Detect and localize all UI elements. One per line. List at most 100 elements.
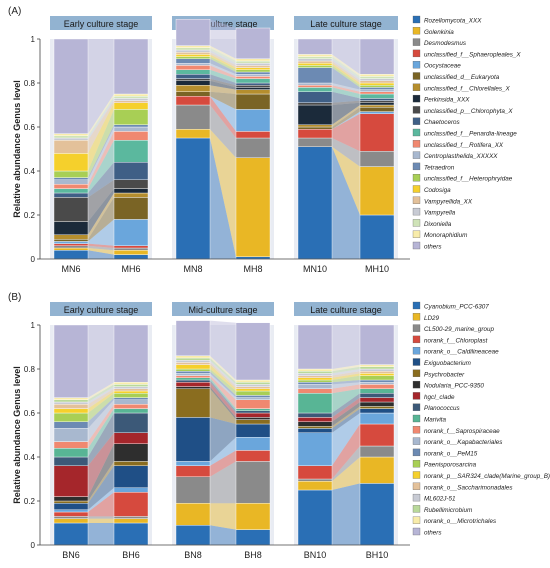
bar-segment xyxy=(113,465,149,488)
flow-ribbon xyxy=(210,355,236,383)
bar-segment xyxy=(235,137,271,158)
stage-label: Early culture stage xyxy=(64,305,139,315)
bar-segment xyxy=(297,91,333,104)
flow-ribbon xyxy=(88,248,114,255)
flow-ribbon xyxy=(88,39,114,134)
bar-segment xyxy=(235,27,271,59)
bar-segment xyxy=(113,139,149,163)
bar-segment xyxy=(359,93,395,99)
legend-label: Monoraphidium xyxy=(424,232,467,239)
bar-segment xyxy=(175,52,211,55)
legend-swatch xyxy=(412,324,421,332)
bar-segment xyxy=(113,516,149,519)
legend-label: norank_p__SAR324_clade(Marine_group_B) xyxy=(424,473,550,480)
bar-segment xyxy=(53,170,89,178)
x-tick-label: MH6 xyxy=(121,264,140,274)
flow-ribbon xyxy=(88,382,114,400)
flow-ribbon xyxy=(332,65,360,88)
bar-segment xyxy=(53,221,89,236)
y-tick-label: 0.2 xyxy=(24,211,36,220)
flow-ribbon xyxy=(332,87,360,99)
bar-segment xyxy=(175,91,211,97)
flow-ribbon xyxy=(210,96,236,132)
bar-segment xyxy=(297,478,333,482)
bar-segment xyxy=(359,80,395,84)
bar-segment xyxy=(53,38,89,134)
bar-segment xyxy=(175,382,211,387)
bar-segment xyxy=(53,522,89,546)
bar-segment xyxy=(235,408,271,412)
bar-segment xyxy=(235,93,271,110)
flow-ribbon xyxy=(210,129,236,257)
legend-swatch xyxy=(412,140,421,148)
bar-segment xyxy=(235,131,271,139)
flow-ribbon xyxy=(210,74,236,86)
bar-segment xyxy=(297,412,333,418)
legend-label: Desmodesmus xyxy=(424,40,467,47)
bar-segment xyxy=(359,408,395,414)
panel-label: (B) xyxy=(8,292,21,303)
bar-segment xyxy=(235,384,271,387)
bar-segment xyxy=(53,137,89,141)
bar-segment xyxy=(53,412,89,423)
flow-ribbon xyxy=(332,413,360,466)
legend-label: others xyxy=(424,244,442,251)
bar-segment xyxy=(235,450,271,462)
flow-ribbon xyxy=(210,138,236,259)
bar-segment xyxy=(359,98,395,101)
legend-swatch xyxy=(412,493,421,502)
bar-segment xyxy=(53,243,89,247)
y-axis-title: Relative abundance Genus level xyxy=(12,366,22,504)
flow-ribbon xyxy=(332,105,360,127)
x-tick-label: BN10 xyxy=(304,550,327,560)
flow-ribbon xyxy=(88,492,114,517)
bar-segment xyxy=(175,69,211,75)
flow-ribbon xyxy=(210,371,236,398)
flow-ribbon xyxy=(88,98,114,141)
bar-segment xyxy=(297,481,333,491)
flow-ribbon xyxy=(332,54,360,77)
bar-segment xyxy=(113,161,149,180)
flow-ribbon xyxy=(210,91,236,110)
flow-ribbon xyxy=(332,100,360,105)
bar-segment xyxy=(359,371,395,374)
flow-ribbon xyxy=(88,518,114,523)
bar-segment xyxy=(297,417,333,422)
bar-segment xyxy=(297,65,333,68)
bar-segment xyxy=(113,219,149,246)
bar-segment xyxy=(297,104,333,125)
bar-segment xyxy=(235,412,271,418)
bar-segment xyxy=(175,525,211,546)
bar-segment xyxy=(53,518,89,524)
bar-segment xyxy=(175,417,211,462)
legend-swatch xyxy=(412,403,421,411)
bar-segment xyxy=(235,69,271,73)
bar-segment xyxy=(359,364,395,368)
flow-ribbon xyxy=(332,325,360,369)
legend-label: Centroplasthelida_XXXXX xyxy=(424,153,498,160)
flow-ribbon xyxy=(88,388,114,409)
flow-ribbon xyxy=(210,320,236,380)
bar-segment xyxy=(113,131,149,141)
bar-segment xyxy=(359,423,395,447)
x-tick-label: BH6 xyxy=(122,550,140,560)
legend-label: Paenisporosarcina xyxy=(424,462,477,469)
flow-ribbon xyxy=(332,366,360,374)
bar-segment xyxy=(113,100,149,103)
legend-label: ML602J-51 xyxy=(424,496,456,503)
bar-segment xyxy=(113,93,149,97)
bar-segment xyxy=(359,150,395,167)
flow-ribbon xyxy=(332,375,360,383)
bar-segment xyxy=(175,56,211,59)
legend-swatch xyxy=(412,83,421,91)
bar-segment xyxy=(297,67,333,84)
flow-ribbon xyxy=(332,138,360,167)
stage-header xyxy=(294,16,398,30)
bar-segment xyxy=(175,461,211,466)
bar-segment xyxy=(235,529,271,546)
x-tick-label: BH10 xyxy=(366,550,389,560)
bar-segment xyxy=(359,456,395,484)
legend-label: norank_o__Kapabacteriales xyxy=(424,439,503,446)
bar-segment xyxy=(175,95,211,106)
legend-swatch xyxy=(412,460,421,468)
